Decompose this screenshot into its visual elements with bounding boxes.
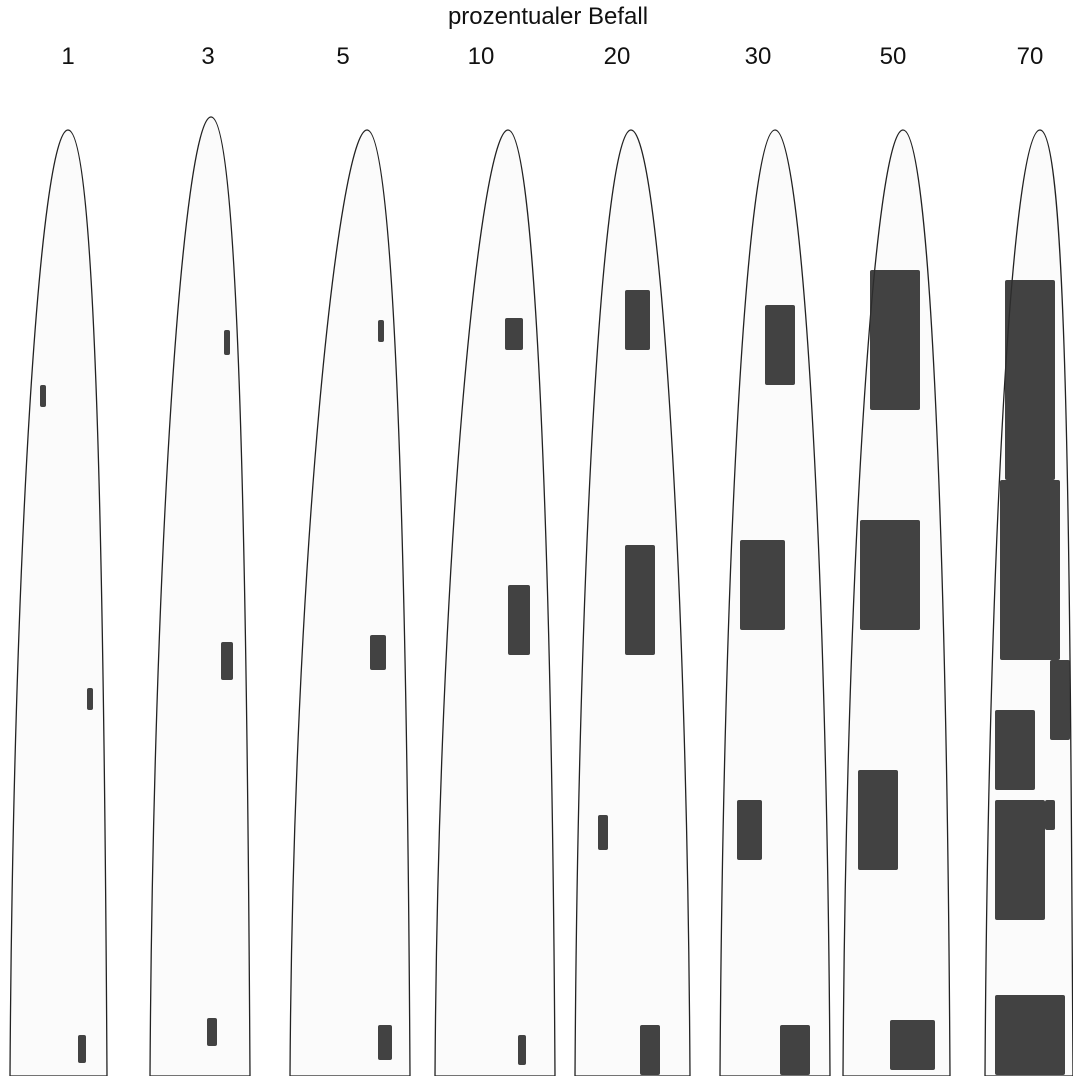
lesion bbox=[858, 770, 898, 870]
lesion bbox=[221, 642, 233, 680]
leaf bbox=[9, 129, 108, 1076]
lesion bbox=[370, 635, 386, 670]
lesion bbox=[378, 1025, 392, 1060]
leaf-label: 3 bbox=[201, 43, 214, 70]
lesion bbox=[1050, 660, 1070, 740]
lesion bbox=[765, 305, 795, 385]
lesion bbox=[1005, 280, 1055, 480]
lesion bbox=[598, 815, 608, 850]
leaf-label: 10 bbox=[468, 43, 495, 70]
lesion bbox=[87, 688, 93, 710]
leaf bbox=[434, 129, 556, 1076]
lesion bbox=[518, 1035, 526, 1065]
lesion bbox=[860, 520, 920, 630]
lesion bbox=[995, 995, 1065, 1075]
lesion bbox=[207, 1018, 217, 1046]
lesion bbox=[40, 385, 46, 407]
lesion bbox=[737, 800, 762, 860]
lesion bbox=[508, 585, 530, 655]
lesion bbox=[995, 800, 1045, 920]
lesion bbox=[224, 330, 230, 355]
leaf bbox=[149, 116, 251, 1076]
leaf-label: 50 bbox=[880, 43, 907, 70]
leaf-label: 1 bbox=[61, 43, 74, 70]
lesion bbox=[640, 1025, 660, 1075]
lesion bbox=[740, 540, 785, 630]
leaf-label: 5 bbox=[336, 43, 349, 70]
leaf-label: 20 bbox=[604, 43, 631, 70]
lesion bbox=[505, 318, 523, 350]
lesion bbox=[1045, 800, 1055, 830]
lesion bbox=[995, 710, 1035, 790]
lesion bbox=[870, 270, 920, 410]
lesion bbox=[890, 1020, 935, 1070]
lesion bbox=[1000, 480, 1060, 660]
lesion bbox=[625, 290, 650, 350]
leaf-label: 30 bbox=[745, 43, 772, 70]
leaf bbox=[289, 129, 411, 1076]
title: prozentualer Befall bbox=[448, 3, 648, 30]
lesion bbox=[780, 1025, 810, 1075]
lesion bbox=[378, 320, 384, 342]
lesion bbox=[78, 1035, 86, 1063]
lesion bbox=[625, 545, 655, 655]
leaf-label: 70 bbox=[1017, 43, 1044, 70]
